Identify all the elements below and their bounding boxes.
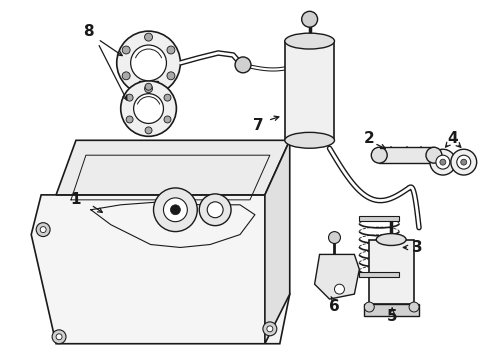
Polygon shape <box>265 140 290 344</box>
Circle shape <box>52 330 66 344</box>
Text: 4: 4 <box>447 131 458 146</box>
Circle shape <box>164 198 187 222</box>
Circle shape <box>440 159 446 165</box>
Circle shape <box>164 116 171 123</box>
Circle shape <box>263 322 277 336</box>
Text: 3: 3 <box>412 240 422 255</box>
Ellipse shape <box>426 147 442 163</box>
Text: 5: 5 <box>387 310 397 324</box>
Text: 7: 7 <box>253 118 263 133</box>
Circle shape <box>153 188 197 231</box>
Circle shape <box>235 57 251 73</box>
Bar <box>369 239 414 304</box>
Circle shape <box>145 127 152 134</box>
Circle shape <box>56 334 62 340</box>
Polygon shape <box>31 195 290 344</box>
Bar <box>285 41 335 140</box>
Text: 1: 1 <box>71 192 81 207</box>
Circle shape <box>430 149 456 175</box>
Circle shape <box>461 159 467 165</box>
Circle shape <box>126 94 133 101</box>
Circle shape <box>167 46 175 54</box>
Circle shape <box>122 72 130 80</box>
Text: 2: 2 <box>364 131 375 146</box>
Circle shape <box>199 194 231 226</box>
Circle shape <box>365 302 374 312</box>
Polygon shape <box>56 140 290 195</box>
Circle shape <box>335 284 344 294</box>
Circle shape <box>267 326 273 332</box>
Circle shape <box>117 31 180 95</box>
Circle shape <box>126 116 133 123</box>
Circle shape <box>36 223 50 237</box>
Circle shape <box>171 205 180 215</box>
Circle shape <box>40 227 46 233</box>
Ellipse shape <box>371 147 387 163</box>
Polygon shape <box>315 255 359 299</box>
Circle shape <box>164 94 171 101</box>
Ellipse shape <box>285 132 335 148</box>
Text: 6: 6 <box>329 298 340 314</box>
Ellipse shape <box>285 33 335 49</box>
Circle shape <box>328 231 341 243</box>
Circle shape <box>145 33 152 41</box>
Bar <box>359 216 399 221</box>
Bar <box>379 147 434 163</box>
Circle shape <box>436 155 450 169</box>
Circle shape <box>302 11 318 27</box>
Bar <box>365 304 419 316</box>
Circle shape <box>167 72 175 80</box>
Ellipse shape <box>139 105 158 116</box>
Ellipse shape <box>376 234 406 246</box>
Circle shape <box>457 155 471 169</box>
Bar <box>359 272 399 277</box>
Text: 8: 8 <box>84 24 94 39</box>
Bar <box>139 81 158 111</box>
Circle shape <box>145 85 152 93</box>
Circle shape <box>134 94 164 123</box>
Circle shape <box>121 81 176 136</box>
Circle shape <box>409 302 419 312</box>
Circle shape <box>451 149 477 175</box>
Circle shape <box>145 83 152 90</box>
Circle shape <box>131 45 167 81</box>
Circle shape <box>207 202 223 218</box>
Circle shape <box>122 46 130 54</box>
